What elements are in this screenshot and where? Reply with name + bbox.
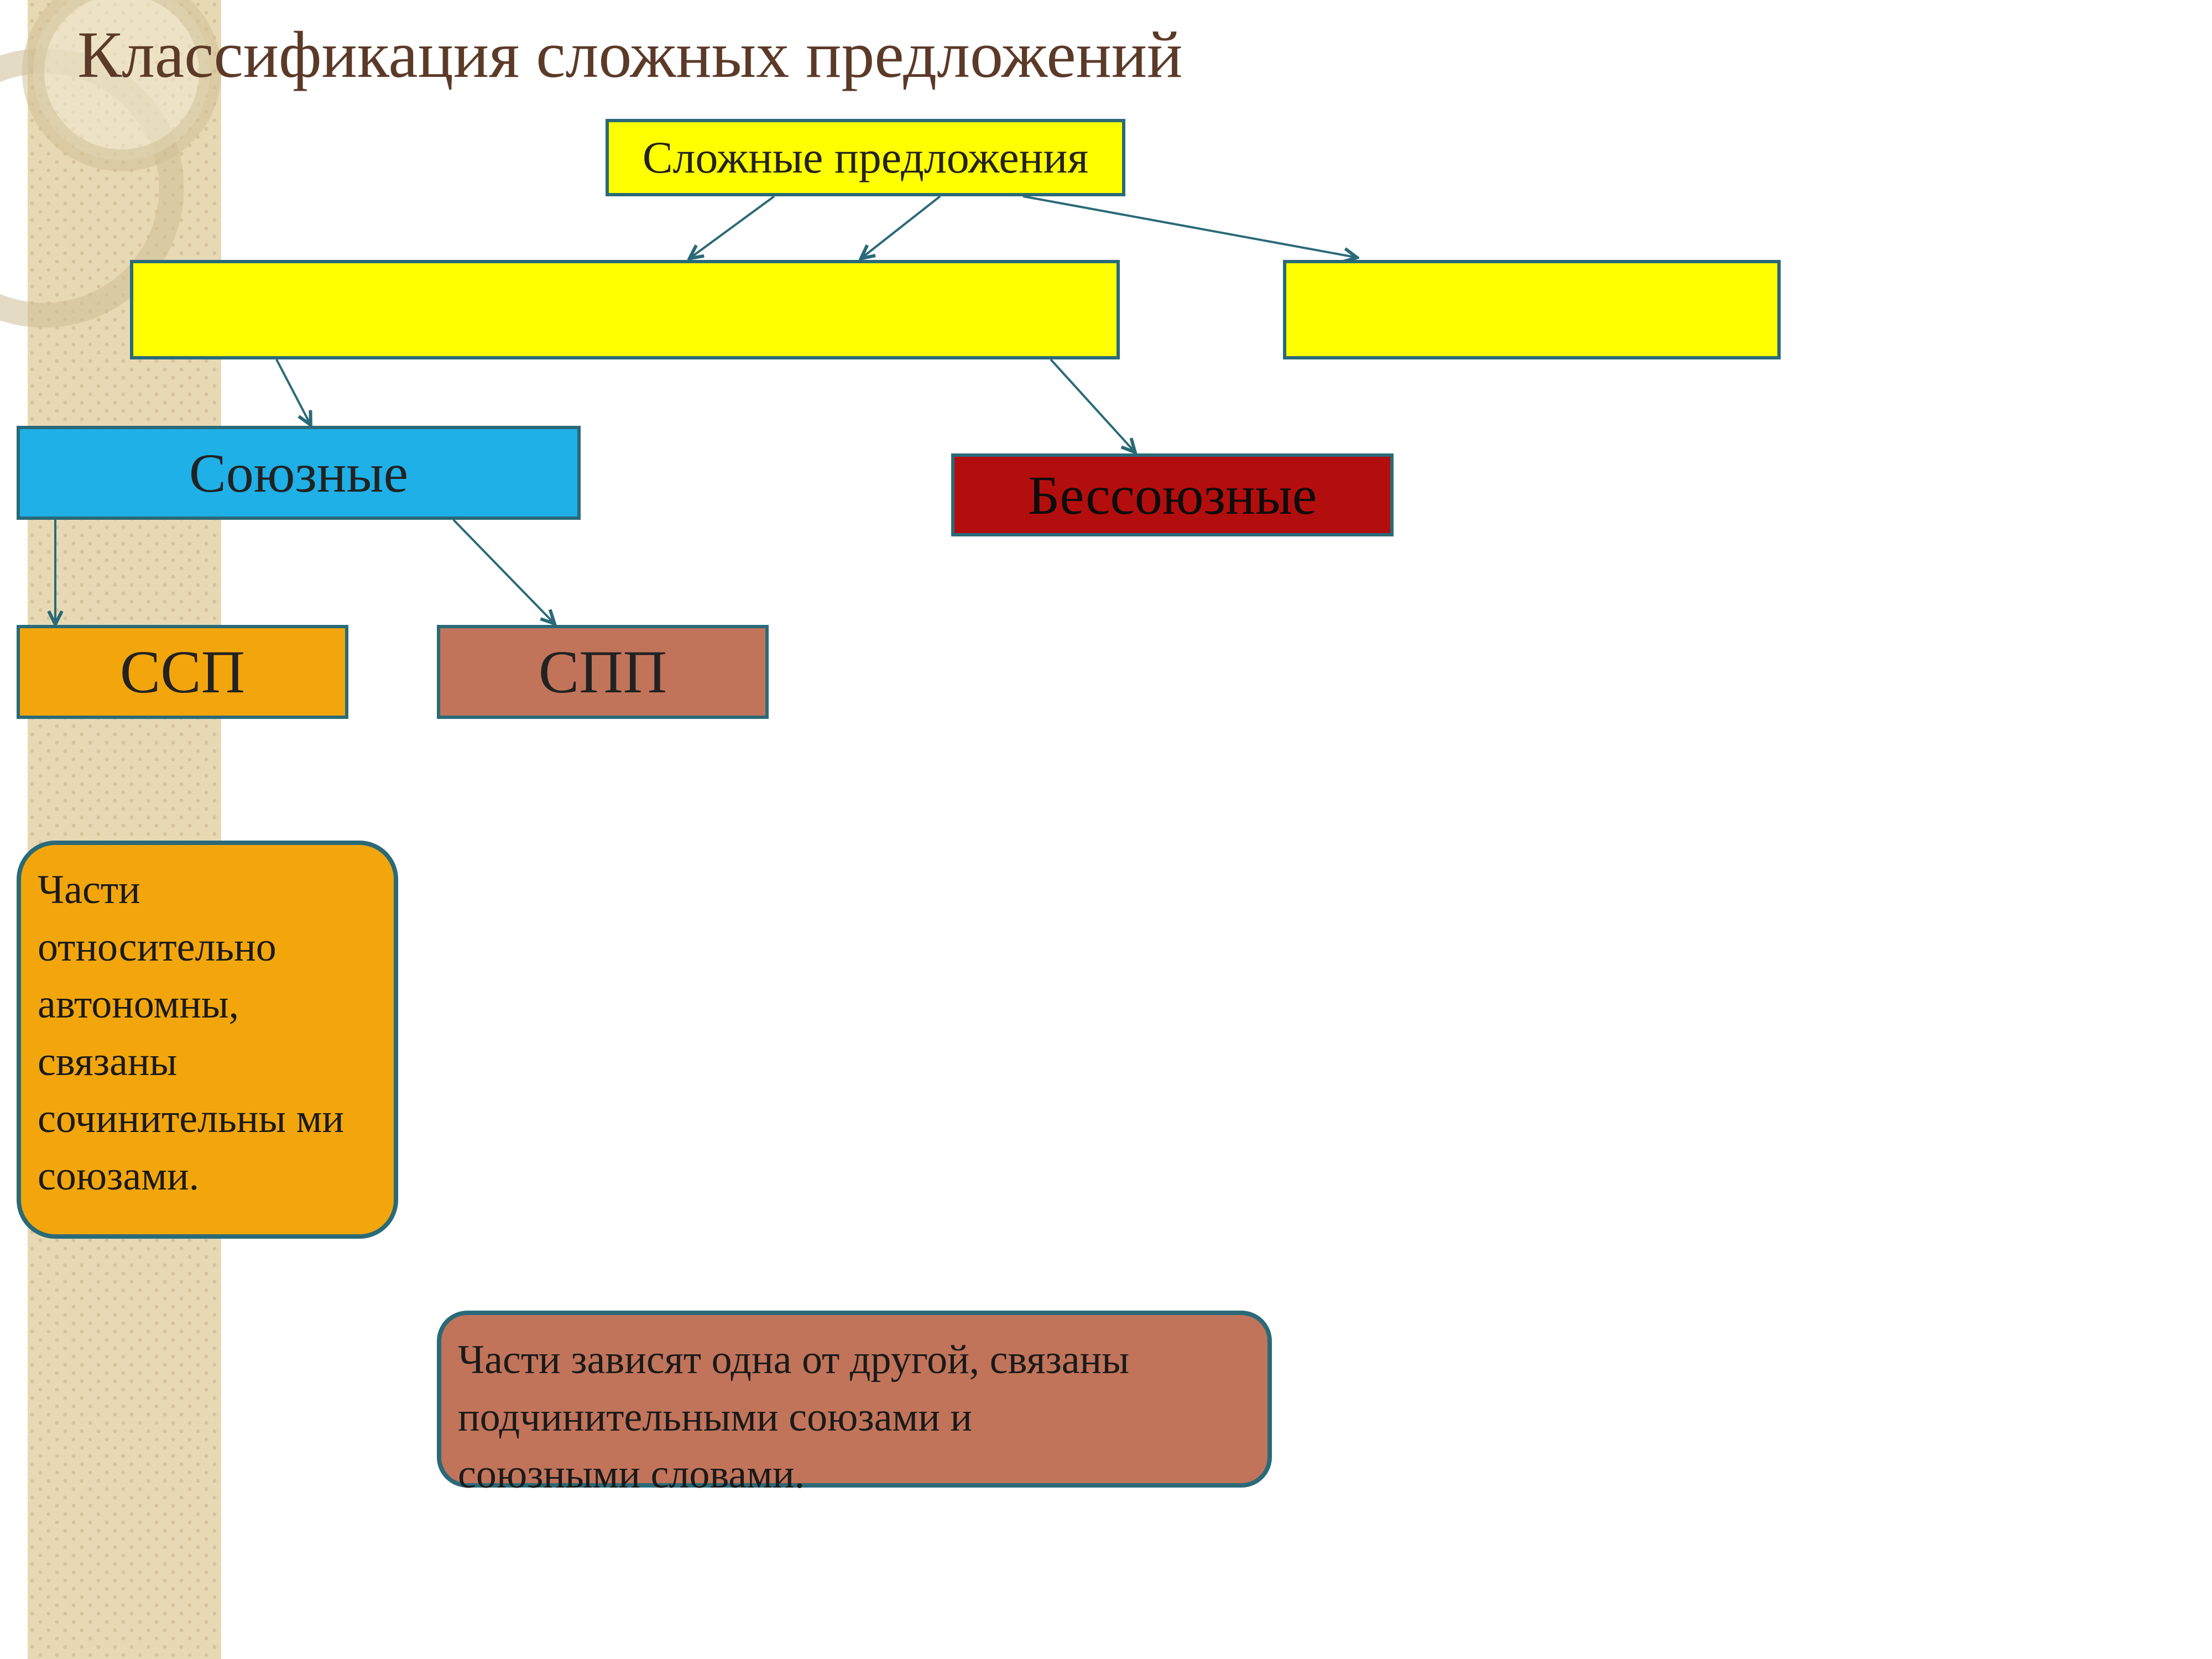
- box-conj-label: Союзные: [189, 441, 408, 505]
- box-conj: Союзные: [17, 426, 581, 520]
- box-nonconj-label: Бессоюзные: [1028, 463, 1317, 527]
- page-title: Классификация сложных предложений: [77, 17, 1182, 93]
- description-ssp-text: Части относительно автономны, связаны со…: [38, 862, 377, 1206]
- decorative-sidebar: [0, 0, 221, 1659]
- box-nonconj: Бессоюзные: [951, 453, 1394, 536]
- box-spp-label: СПП: [539, 637, 667, 707]
- box-root: Сложные предложения: [606, 119, 1125, 196]
- box-ssp-label: ССП: [120, 637, 245, 707]
- box-root-label: Сложные предложения: [643, 132, 1088, 184]
- description-spp: Части зависят одна от другой, связаны по…: [437, 1311, 1272, 1488]
- box-blank-left: [130, 260, 1120, 359]
- box-ssp: ССП: [17, 625, 348, 719]
- box-blank-right: [1283, 260, 1781, 359]
- box-spp: СПП: [437, 625, 769, 719]
- description-ssp: Части относительно автономны, связаны со…: [17, 841, 398, 1239]
- description-spp-text: Части зависят одна от другой, связаны по…: [458, 1332, 1251, 1504]
